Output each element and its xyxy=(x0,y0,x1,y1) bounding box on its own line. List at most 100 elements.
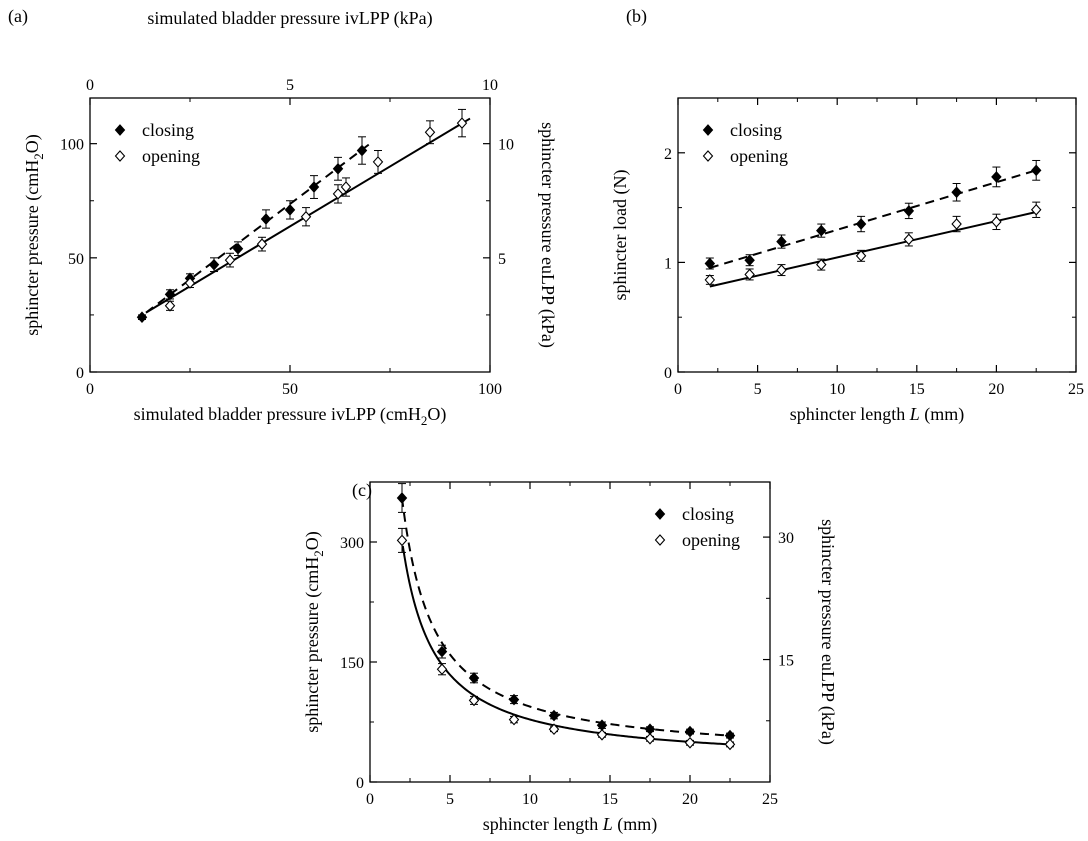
data-point-closing xyxy=(991,171,1002,183)
x-tick-label: 20 xyxy=(988,381,1004,398)
x-tick-label: 15 xyxy=(909,381,925,398)
x-tick-label: 0 xyxy=(674,381,682,398)
data-point-opening xyxy=(372,156,384,168)
series-closing xyxy=(396,483,736,742)
data-point-opening xyxy=(816,258,827,271)
data-point-closing xyxy=(332,162,344,175)
y-axis-label: sphincter load (N) xyxy=(610,170,631,301)
x-tick-label: 10 xyxy=(829,381,845,398)
data-point-closing xyxy=(436,645,448,658)
fit-line-opening xyxy=(709,211,1037,288)
fit-line-opening xyxy=(401,545,730,746)
data-point-closing xyxy=(508,693,520,706)
data-point-opening xyxy=(340,181,352,193)
y-tick-label: 300 xyxy=(340,535,364,552)
data-point-closing xyxy=(684,725,696,738)
data-point-opening xyxy=(548,723,560,736)
legend-label-closing: closing xyxy=(682,504,734,524)
data-point-closing xyxy=(903,205,915,217)
data-point-opening xyxy=(424,126,436,139)
x-tick-label: 5 xyxy=(446,791,454,808)
fit-line-closing xyxy=(401,497,731,737)
x-tick-label: 0 xyxy=(86,381,94,398)
data-point-opening xyxy=(724,738,736,751)
y-tick-label: 50 xyxy=(68,251,84,268)
data-point-opening xyxy=(776,264,787,276)
legend-marker-opening xyxy=(654,534,666,546)
x2-tick-label: 0 xyxy=(86,77,94,94)
data-point-opening xyxy=(456,117,468,129)
data-point-opening xyxy=(184,277,196,289)
panel-label: (b) xyxy=(626,6,647,27)
legend-marker-opening xyxy=(702,150,714,162)
data-point-opening xyxy=(396,534,408,547)
x-tick-label: 25 xyxy=(762,791,778,808)
x-tick-label: 5 xyxy=(754,381,762,398)
y-tick-label: 0 xyxy=(356,775,364,792)
y-tick-label: 100 xyxy=(60,137,84,154)
data-point-closing xyxy=(260,213,272,225)
data-point-closing xyxy=(284,204,296,216)
x-axis-label: sphincter length L (mm) xyxy=(790,404,965,425)
data-point-opening xyxy=(855,250,867,262)
data-point-opening xyxy=(903,233,915,246)
chart-panel-a: (a) 0 50 100 0 50 100 0 5 10 simulated bladder pre… xyxy=(8,6,558,428)
data-point-closing xyxy=(308,181,320,193)
data-point-opening xyxy=(508,713,520,726)
legend-marker-opening xyxy=(114,150,126,162)
data-point-opening xyxy=(704,274,716,286)
data-point-opening xyxy=(164,299,176,312)
series-opening xyxy=(704,201,1042,288)
data-point-opening xyxy=(684,736,696,749)
data-point-closing xyxy=(855,218,867,230)
data-point-opening xyxy=(951,218,962,230)
x2-tick-label: 10 xyxy=(482,77,498,94)
fit-line-closing xyxy=(145,142,371,314)
x-tick-label: 20 xyxy=(682,791,698,808)
data-point-closing xyxy=(951,186,962,199)
y2-tick-label: 30 xyxy=(778,530,794,547)
data-point-opening xyxy=(256,238,268,250)
series-opening xyxy=(396,527,736,751)
legend-marker-closing xyxy=(114,124,126,136)
data-point-closing xyxy=(468,672,480,684)
legend-label-opening: opening xyxy=(142,146,200,166)
x-axis-label: sphincter length L (mm) xyxy=(483,814,658,835)
data-point-opening xyxy=(596,728,608,741)
x-tick-label: 50 xyxy=(282,381,298,398)
data-point-closing xyxy=(548,709,560,722)
y-tick-label: 1 xyxy=(664,255,672,272)
x-axis-label: simulated bladder pressure ivLPP (cmH2O) xyxy=(134,404,447,428)
data-point-closing xyxy=(744,254,755,267)
data-point-closing xyxy=(1030,164,1042,177)
data-point-opening xyxy=(1030,203,1042,216)
data-point-closing xyxy=(396,492,408,504)
data-point-closing xyxy=(356,144,368,157)
x2-axis-label: simulated bladder pressure ivLPP (kPa) xyxy=(147,8,432,29)
legend-label-opening: opening xyxy=(730,146,788,166)
data-point-opening xyxy=(224,254,236,266)
data-point-closing xyxy=(136,311,148,324)
data-point-closing xyxy=(232,242,244,255)
data-point-closing xyxy=(816,224,827,237)
data-point-closing xyxy=(208,258,220,271)
data-point-closing xyxy=(704,257,716,270)
legend-marker-closing xyxy=(654,508,666,520)
y-axis-label: sphincter pressure (cmH2O) xyxy=(22,134,46,335)
legend-label-closing: closing xyxy=(730,120,782,140)
y-tick-label: 0 xyxy=(664,365,672,382)
chart-panel-c: (c) 0 5 10 15 20 25 0 150 300 15 30 sphincter pressu… xyxy=(302,480,838,835)
y-tick-label: 2 xyxy=(664,146,672,163)
y-axis-label: sphincter pressure (cmH2O) xyxy=(302,531,326,732)
series-opening xyxy=(145,108,471,314)
y2-axis-label: sphincter pressure euLPP (kPa) xyxy=(537,122,558,348)
fit-line-closing xyxy=(709,169,1037,269)
series-closing xyxy=(704,159,1042,270)
data-point-opening xyxy=(300,210,312,223)
data-point-opening xyxy=(744,268,755,281)
data-point-opening xyxy=(991,216,1002,228)
x-tick-label: 10 xyxy=(522,791,538,808)
y2-tick-label: 5 xyxy=(498,251,506,268)
data-point-opening xyxy=(468,694,480,707)
